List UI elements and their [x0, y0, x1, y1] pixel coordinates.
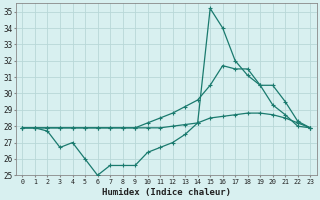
X-axis label: Humidex (Indice chaleur): Humidex (Indice chaleur) [102, 188, 231, 197]
